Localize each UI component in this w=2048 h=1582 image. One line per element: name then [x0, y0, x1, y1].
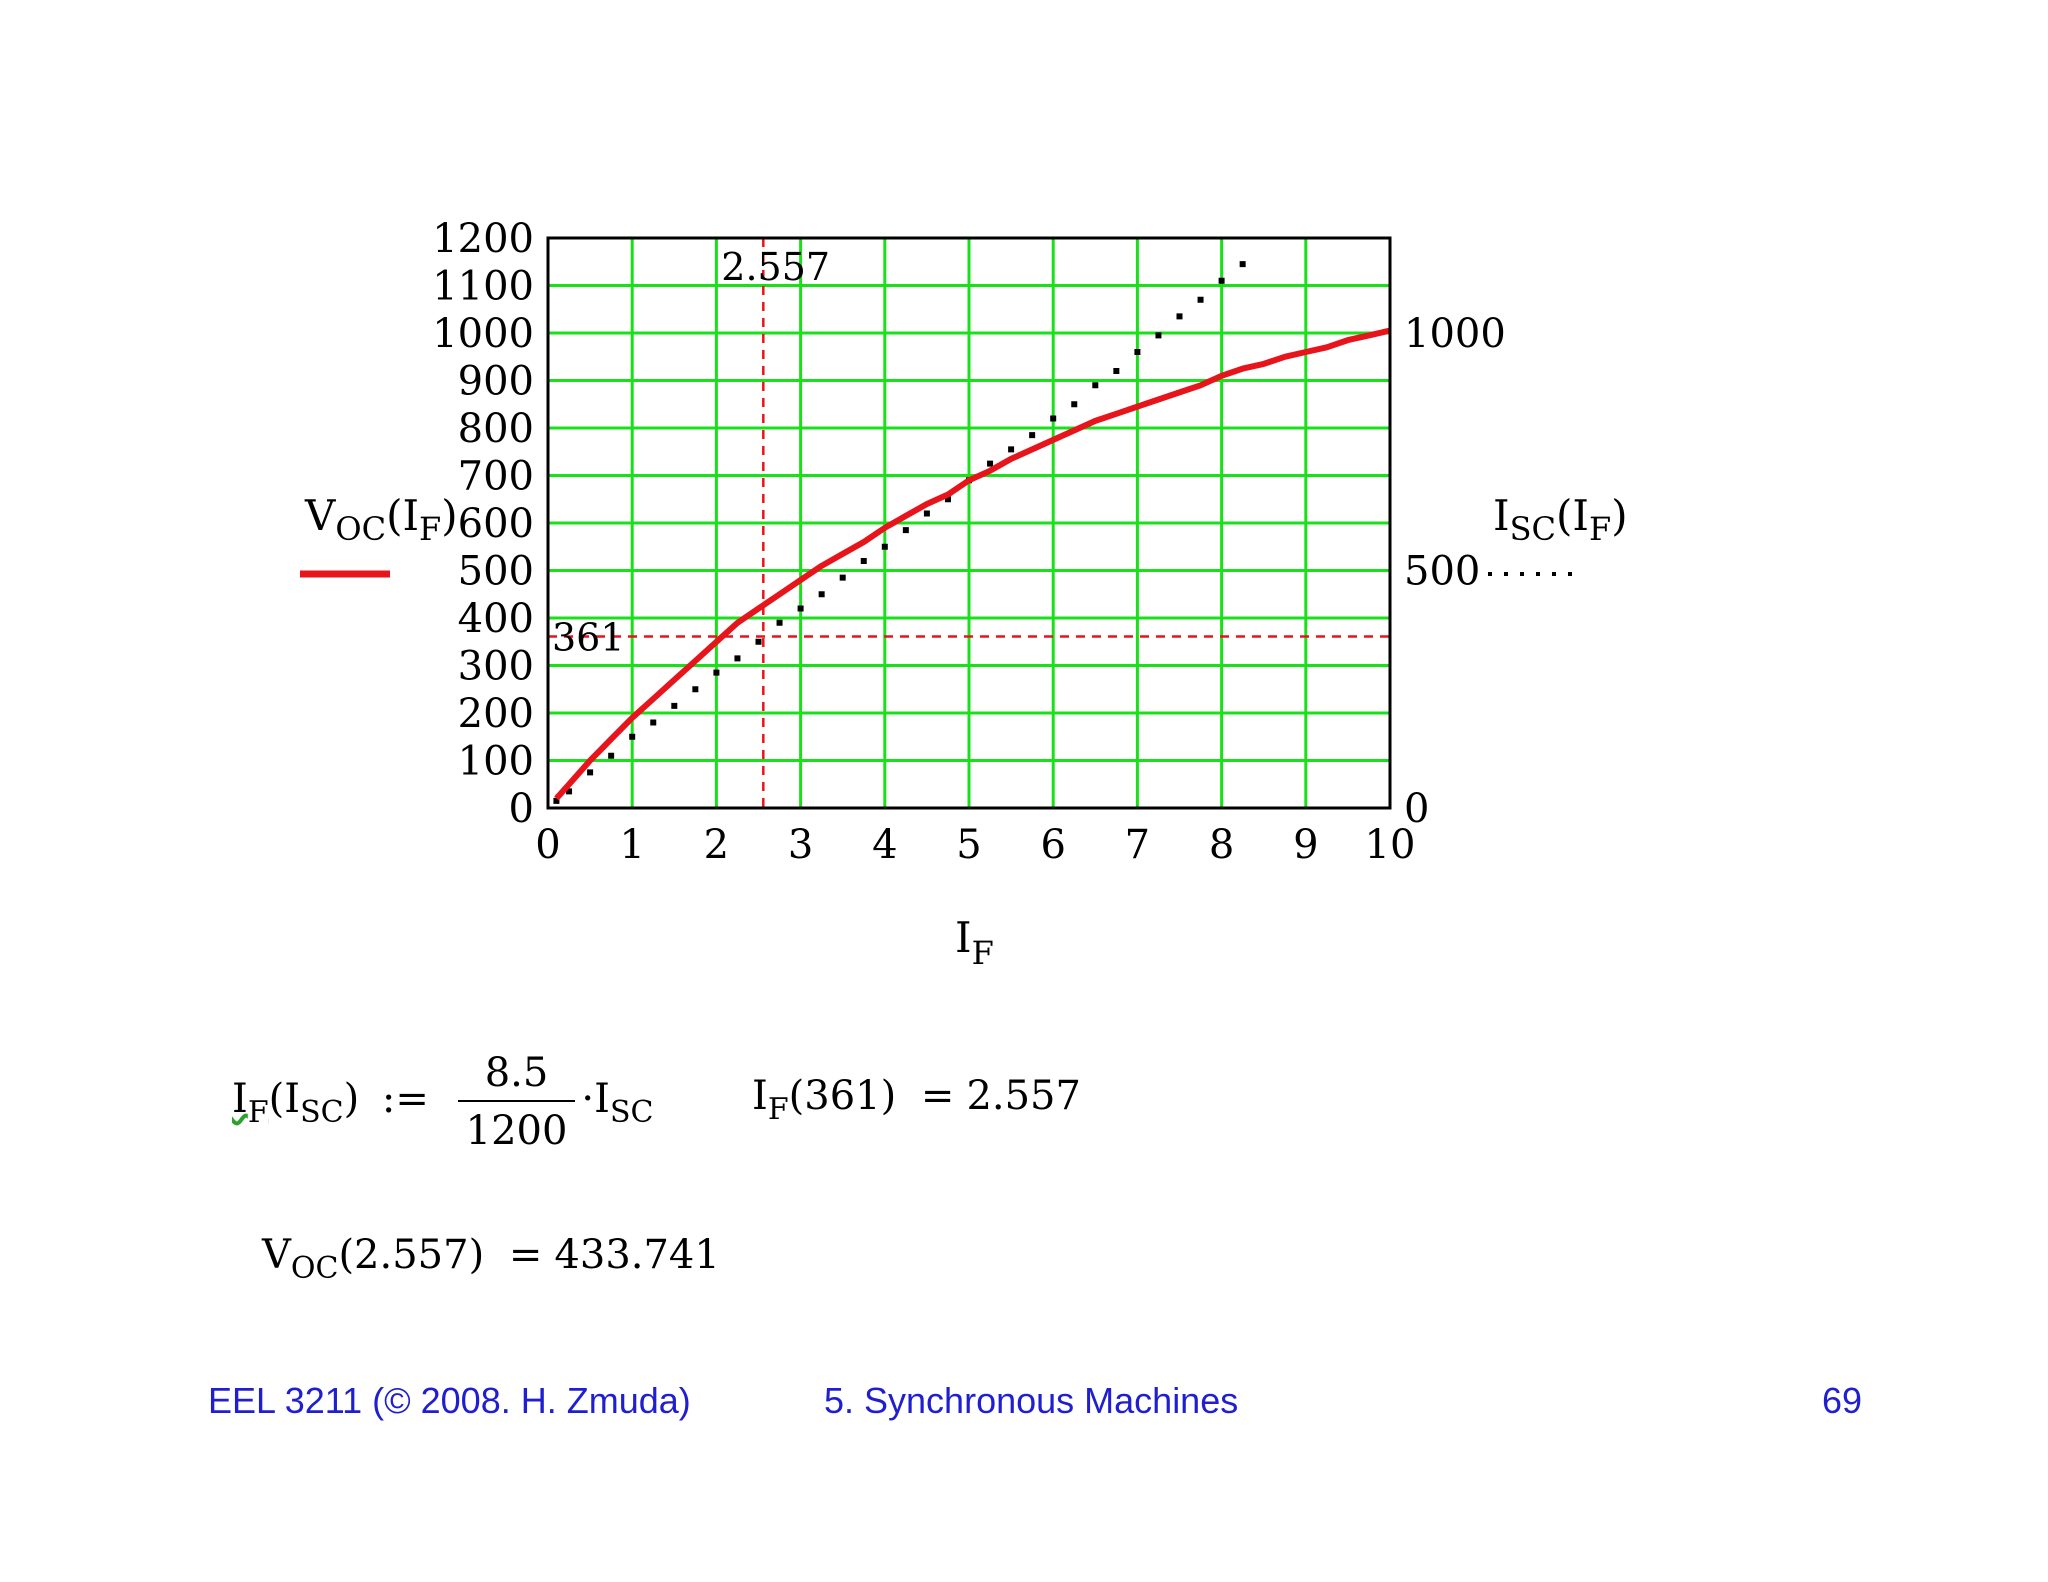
x-tick-label: 2 [704, 822, 729, 868]
x-axis-label: IF [955, 913, 994, 972]
grid [548, 238, 1390, 808]
formula-if-isc: IF(ISC) := 8.5 1200 ·ISC [232, 1050, 654, 1154]
isc-point [818, 591, 825, 598]
formula-voc-2557: VOC(2.557) = 433.741 [262, 1232, 720, 1286]
isc-point [944, 496, 951, 503]
right-tick-label: 1000 [1404, 311, 1506, 357]
left-tick-label: 600 [458, 501, 534, 547]
right-axis-label: ISC(IF) [1493, 491, 1628, 548]
left-tick-label: 500 [458, 549, 534, 595]
isc-point [1092, 382, 1099, 389]
isc-point [1197, 296, 1204, 303]
isc-point [1155, 332, 1162, 339]
left-tick-label: 1200 [432, 216, 534, 262]
left-tick-label: 700 [458, 454, 534, 500]
x-tick-label: 3 [788, 822, 813, 868]
left-tick-label: 0 [509, 786, 534, 832]
assign-operator: := [381, 1076, 429, 1122]
x-tick-label: 6 [1040, 822, 1065, 868]
x-tick-label: 10 [1365, 822, 1416, 868]
isc-point [776, 619, 783, 626]
formula-if-lhs: IF [232, 1076, 269, 1130]
left-tick-label: 800 [458, 406, 534, 452]
chart: 0100200300400500600700800900100011001200… [300, 216, 1628, 972]
left-tick-label: 400 [458, 596, 534, 642]
isc-point [1134, 349, 1141, 355]
x-tick-label: 7 [1125, 822, 1150, 868]
x-tick-label: 8 [1209, 822, 1234, 868]
left-tick-label: 300 [458, 644, 534, 690]
isc-point [881, 543, 888, 550]
footer-page-number: 69 [1822, 1380, 1863, 1421]
isc-point [608, 752, 615, 759]
isc-point [1029, 432, 1036, 439]
fraction: 8.5 1200 [457, 1050, 576, 1154]
right-tick-label: 500 [1404, 549, 1480, 595]
x-tick-label: 0 [535, 822, 560, 868]
isc-point [1071, 401, 1078, 408]
isc-point [1113, 368, 1120, 374]
series-voc [554, 327, 1391, 801]
footer-topic: 5. Synchronous Machines [824, 1380, 1239, 1421]
isc-point [671, 702, 678, 709]
left-tick-label: 900 [458, 359, 534, 405]
isc-point [1239, 261, 1246, 268]
x-tick-label: 1 [619, 822, 644, 868]
formula-if-361: IF(361) = 2.557 [752, 1073, 1081, 1127]
isc-point [1008, 446, 1015, 453]
x-tick-label: 9 [1293, 822, 1318, 868]
x-ticks: 0 1 2 3 4 5 6 7 8 9 10 [535, 822, 1415, 868]
isc-point [1050, 415, 1057, 422]
isc-point [860, 558, 867, 564]
left-axis-label: VOC(IF) [304, 491, 458, 548]
isc-point [755, 638, 762, 645]
fraction-denominator: 1200 [465, 1108, 568, 1154]
isc-point [1218, 277, 1225, 284]
if-result-value: 2.557 [966, 1073, 1081, 1119]
left-tick-label: 100 [458, 739, 534, 785]
isc-point [839, 574, 846, 581]
isc-point [566, 788, 573, 795]
plot-frame [546, 236, 1392, 810]
x-tick-label: 4 [872, 822, 897, 868]
left-tick-label: 1100 [432, 264, 534, 310]
voc-curve [554, 327, 1391, 801]
isc-point [692, 686, 699, 693]
isc-point [987, 460, 994, 467]
x-tick-label: 5 [956, 822, 981, 868]
footer-course: EEL 3211 (© 2008. H. Zmuda) [208, 1380, 691, 1421]
marker-label-if: 2.557 [721, 245, 830, 289]
left-tick-label: 200 [458, 691, 534, 737]
isc-point [797, 605, 804, 612]
marker-label-isc: 361 [552, 616, 625, 660]
fraction-numerator: 8.5 [457, 1050, 576, 1102]
isc-point [734, 655, 741, 662]
isc-point [650, 719, 657, 726]
isc-point [902, 527, 909, 534]
isc-point [1176, 313, 1183, 320]
isc-point [553, 797, 560, 804]
right-ticks: 0 500 1000 [1404, 311, 1506, 832]
right-tick-label: 0 [1404, 786, 1429, 832]
left-tick-label: 1000 [432, 311, 534, 357]
voc-result-value: 433.741 [554, 1232, 720, 1278]
isc-point [923, 510, 930, 517]
annotation-labels: 2.557 361 [552, 245, 830, 660]
marker-lines [548, 238, 1390, 808]
isc-point [713, 669, 720, 676]
isc-point [587, 769, 594, 776]
isc-point [629, 733, 636, 740]
